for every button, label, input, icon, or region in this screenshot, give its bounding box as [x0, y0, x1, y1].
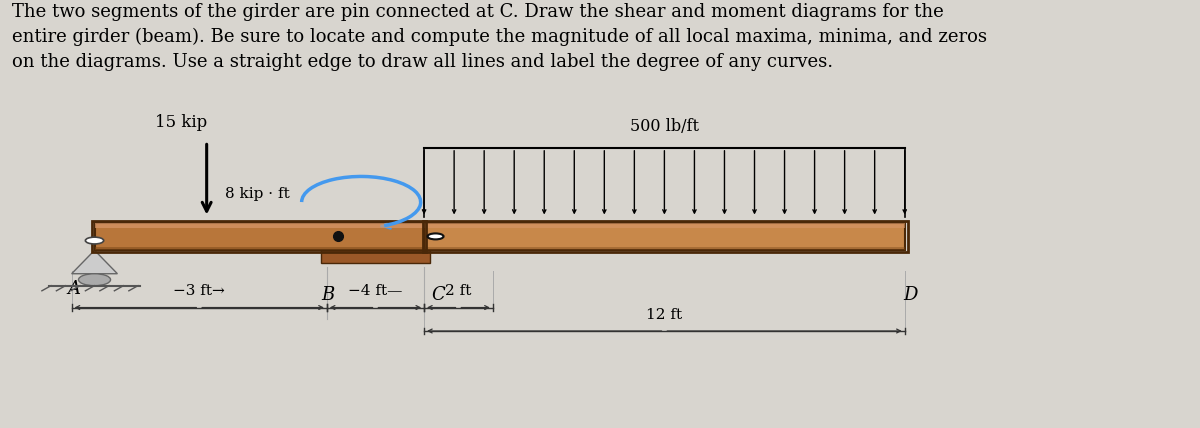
Bar — [424, 247, 905, 250]
Bar — [424, 223, 905, 228]
Text: C: C — [431, 286, 445, 304]
Text: B: B — [322, 286, 335, 304]
Text: 8 kip · ft: 8 kip · ft — [226, 187, 290, 202]
Bar — [322, 249, 430, 263]
Text: −3 ft→: −3 ft→ — [173, 284, 226, 298]
Circle shape — [78, 274, 110, 285]
Polygon shape — [72, 250, 118, 274]
Bar — [424, 223, 905, 250]
Text: 500 lb/ft: 500 lb/ft — [630, 118, 698, 135]
Bar — [95, 247, 424, 250]
Circle shape — [427, 233, 444, 239]
Text: 12 ft: 12 ft — [647, 308, 683, 321]
Bar — [92, 221, 426, 252]
Circle shape — [85, 237, 103, 244]
Text: The two segments of the girder are pin connected at C. Draw the shear and moment: The two segments of the girder are pin c… — [12, 3, 988, 71]
Bar — [95, 223, 424, 228]
Bar — [95, 223, 424, 250]
Text: A: A — [67, 280, 80, 298]
Text: −4 ft—: −4 ft— — [348, 284, 403, 298]
Bar — [422, 221, 908, 252]
Text: 15 kip: 15 kip — [155, 114, 208, 131]
Text: 2 ft: 2 ft — [445, 284, 472, 298]
Text: D: D — [904, 286, 918, 304]
